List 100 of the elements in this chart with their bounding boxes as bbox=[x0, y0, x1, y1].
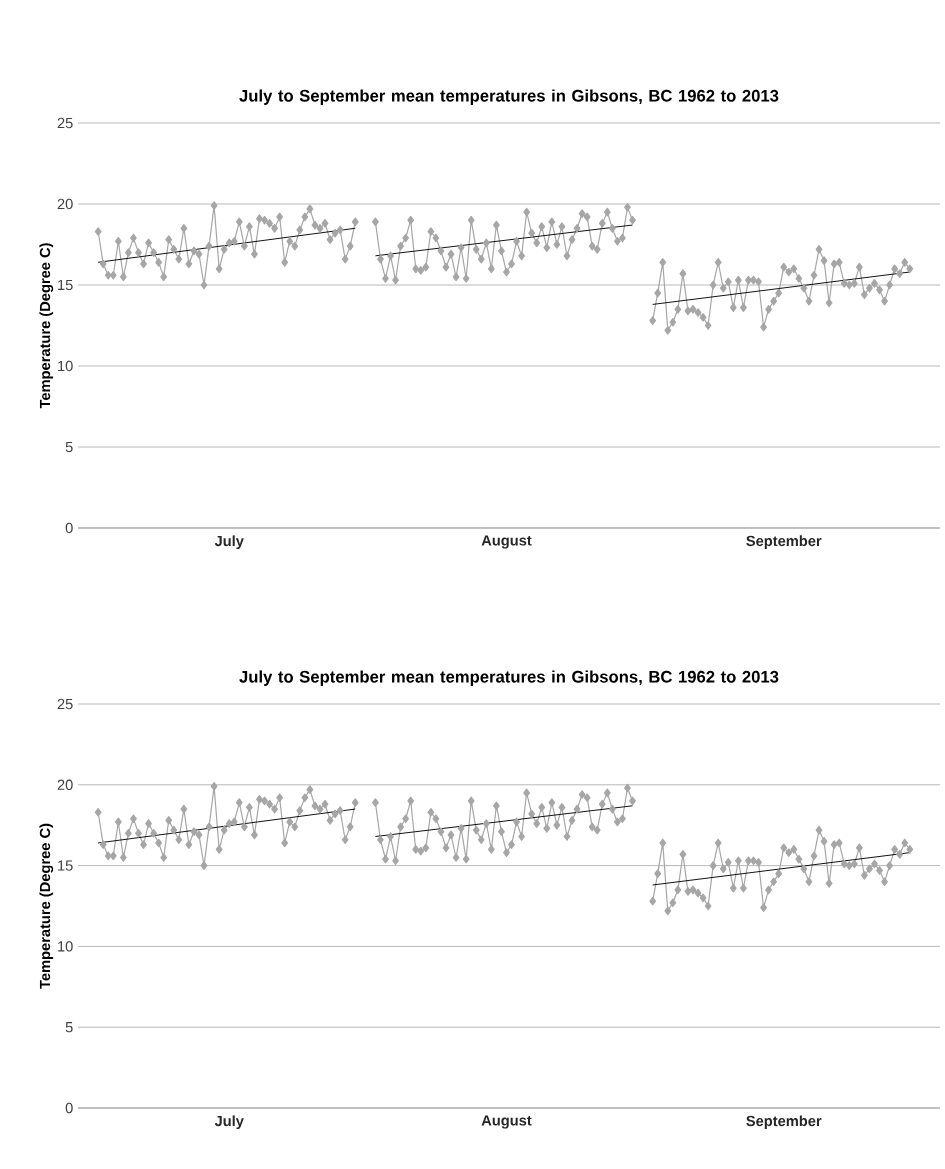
x-tick-label: July bbox=[214, 535, 244, 550]
point bbox=[714, 838, 722, 848]
x-tick-label: August bbox=[481, 535, 532, 549]
y-tick-label: 10 bbox=[58, 941, 73, 952]
point bbox=[523, 788, 531, 798]
point bbox=[820, 837, 828, 846]
point bbox=[845, 861, 853, 870]
point bbox=[125, 248, 132, 257]
point bbox=[881, 296, 888, 306]
point bbox=[573, 223, 581, 233]
point bbox=[220, 245, 228, 254]
point bbox=[125, 828, 132, 838]
point bbox=[498, 246, 505, 256]
point bbox=[765, 885, 773, 895]
point bbox=[780, 843, 788, 853]
point bbox=[830, 259, 838, 269]
point bbox=[447, 249, 455, 259]
point bbox=[331, 809, 339, 819]
x-tick-label: September bbox=[746, 1115, 822, 1130]
point bbox=[533, 238, 541, 248]
point bbox=[598, 219, 606, 228]
point bbox=[513, 817, 520, 827]
point bbox=[548, 217, 556, 227]
point bbox=[467, 215, 475, 225]
point bbox=[734, 856, 742, 866]
point bbox=[276, 793, 284, 803]
point bbox=[256, 795, 263, 804]
point bbox=[271, 223, 278, 233]
point bbox=[659, 838, 667, 848]
point bbox=[704, 901, 712, 911]
point bbox=[840, 859, 848, 869]
point bbox=[871, 859, 878, 869]
point bbox=[150, 828, 158, 838]
point bbox=[472, 245, 480, 254]
point bbox=[901, 257, 909, 267]
point bbox=[266, 799, 273, 809]
point bbox=[170, 825, 178, 835]
point bbox=[593, 825, 601, 835]
point bbox=[558, 803, 566, 812]
point bbox=[513, 236, 520, 246]
point bbox=[145, 819, 152, 828]
point bbox=[240, 241, 248, 251]
point bbox=[503, 267, 510, 277]
point bbox=[336, 806, 344, 815]
point bbox=[417, 846, 425, 856]
point bbox=[195, 249, 203, 259]
point bbox=[724, 858, 732, 867]
point bbox=[135, 248, 142, 257]
point bbox=[795, 854, 803, 864]
point bbox=[477, 835, 485, 845]
point bbox=[150, 248, 158, 257]
y-tick-label: 0 bbox=[65, 1102, 73, 1114]
point bbox=[896, 269, 904, 278]
point bbox=[498, 827, 505, 836]
point bbox=[795, 274, 803, 283]
point bbox=[235, 798, 243, 807]
point bbox=[679, 849, 687, 859]
point bbox=[351, 798, 359, 807]
point bbox=[740, 883, 747, 893]
point bbox=[119, 272, 127, 282]
point bbox=[286, 236, 294, 246]
point bbox=[543, 243, 551, 253]
point bbox=[881, 877, 888, 887]
point bbox=[256, 214, 263, 223]
point bbox=[896, 849, 904, 859]
point bbox=[185, 840, 193, 849]
point bbox=[301, 793, 309, 803]
point bbox=[447, 830, 455, 840]
point bbox=[326, 235, 334, 244]
point bbox=[548, 798, 556, 807]
point bbox=[815, 825, 823, 835]
point bbox=[104, 270, 112, 280]
x-tick-label: July bbox=[214, 1115, 244, 1130]
point bbox=[866, 864, 873, 874]
y-axis-title: Temperature (Degree C) bbox=[39, 243, 54, 409]
point bbox=[674, 885, 682, 895]
point bbox=[608, 223, 616, 233]
point bbox=[906, 845, 914, 854]
point bbox=[760, 903, 767, 912]
point bbox=[588, 241, 596, 251]
point bbox=[230, 817, 238, 827]
y-tick-label: 20 bbox=[57, 779, 73, 790]
point bbox=[901, 838, 909, 848]
point bbox=[825, 879, 833, 888]
point bbox=[487, 845, 495, 854]
point bbox=[185, 259, 193, 269]
point bbox=[719, 283, 727, 293]
point bbox=[770, 877, 778, 887]
point bbox=[195, 830, 203, 840]
point bbox=[175, 835, 183, 845]
point bbox=[165, 235, 173, 244]
point bbox=[810, 270, 818, 280]
point bbox=[155, 838, 163, 848]
point bbox=[719, 864, 727, 874]
point bbox=[850, 279, 858, 288]
point bbox=[775, 288, 783, 298]
point bbox=[266, 219, 273, 228]
point bbox=[462, 274, 470, 283]
point bbox=[175, 254, 183, 264]
point bbox=[114, 817, 122, 827]
